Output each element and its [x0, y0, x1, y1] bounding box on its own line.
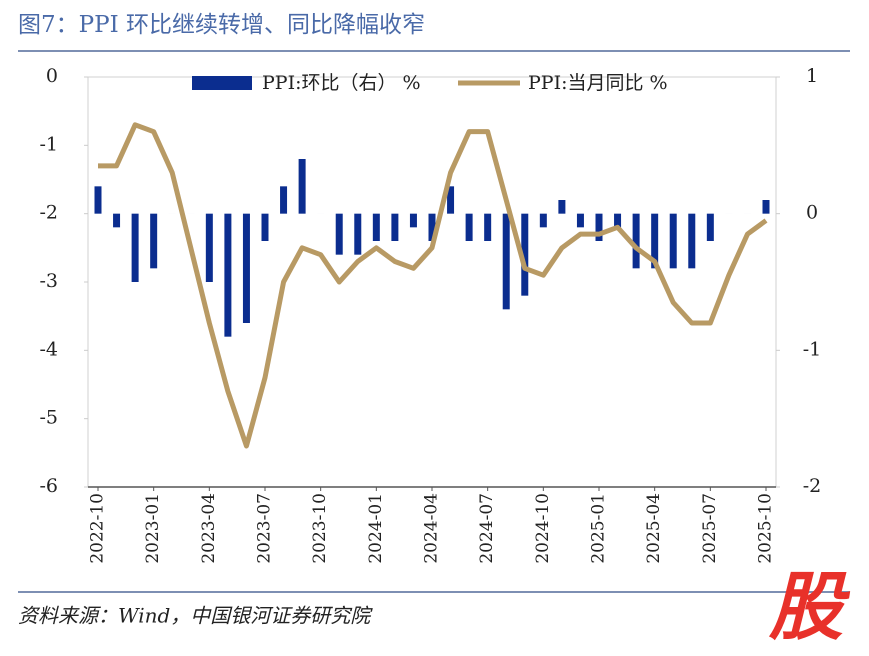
bar [113, 213, 121, 228]
y-tick-label: -3 [39, 270, 58, 292]
x-tick-label: 2023-10 [310, 493, 330, 564]
y-tick-label: -6 [39, 475, 58, 497]
bar [632, 213, 640, 269]
x-tick-label: 2025-10 [756, 493, 776, 564]
x-tick-label: 2023-07 [255, 493, 275, 564]
plot-frame [87, 76, 777, 488]
bar [669, 213, 677, 269]
x-tick-label: 2024-07 [477, 493, 497, 564]
y2-tick-label: 1 [806, 65, 818, 87]
x-tick-label: 2024-10 [533, 493, 553, 564]
x-tick-label: 2025-01 [589, 493, 609, 564]
x-tick-label: 2024-04 [422, 493, 442, 564]
bar [614, 213, 622, 228]
legend-label: PPI:当月同比 % [528, 72, 668, 94]
bar [131, 213, 139, 282]
bar [595, 213, 603, 241]
bar [280, 186, 288, 214]
bar [94, 186, 102, 214]
x-tick-label: 2025-07 [700, 493, 720, 564]
y2-tick-label: -1 [803, 338, 822, 360]
y2-tick-label: -2 [803, 475, 822, 497]
source-note: 资料来源：Wind，中国银河证券研究院 [18, 604, 373, 628]
y-tick-label: 0 [46, 65, 58, 87]
x-tick-label: 2023-04 [199, 493, 219, 564]
bar [409, 213, 417, 228]
x-tick-label: 2024-01 [366, 493, 386, 564]
bar [521, 213, 529, 296]
bar [242, 213, 250, 323]
bar [372, 213, 380, 241]
bar [391, 213, 399, 241]
y-tick-label: -2 [39, 202, 58, 224]
bar [651, 213, 659, 269]
bar [465, 213, 473, 241]
bar [354, 213, 362, 255]
bar [428, 213, 436, 241]
bar [224, 213, 232, 337]
y-tick-label: -5 [39, 407, 58, 429]
watermark: 股 [768, 565, 851, 651]
chart-title: 图7：PPI 环比继续转增、同比降幅收窄 [18, 12, 425, 38]
bar [447, 186, 455, 214]
bar [502, 213, 510, 310]
legend-label: PPI:环比（右） % [262, 72, 421, 94]
bar [205, 213, 213, 282]
bar [558, 200, 566, 214]
bar [484, 213, 492, 241]
bar [576, 213, 584, 228]
bar [539, 213, 547, 228]
bar [688, 213, 696, 269]
line-series [98, 122, 768, 449]
bar [261, 213, 269, 241]
x-tick-label: 2025-04 [644, 493, 664, 564]
y2-tick-label: 0 [806, 202, 818, 224]
x-tick-label: 2022-10 [88, 493, 108, 564]
y-tick-label: -4 [39, 338, 58, 360]
y-tick-label: -1 [39, 133, 58, 155]
bar [335, 213, 343, 255]
bar [762, 200, 770, 214]
bar [706, 213, 714, 241]
legend-swatch [192, 76, 252, 90]
bar [150, 213, 158, 269]
x-tick-label: 2023-01 [143, 493, 163, 564]
bar [298, 159, 306, 214]
